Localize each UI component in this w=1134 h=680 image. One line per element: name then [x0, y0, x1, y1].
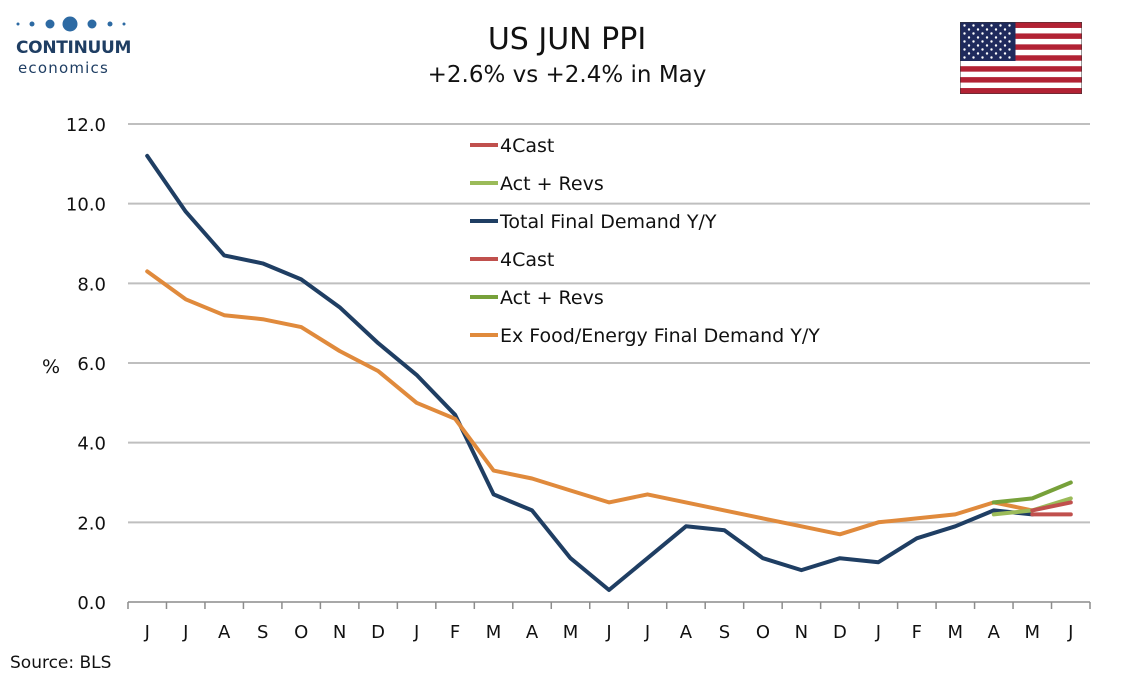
series-line: [991, 480, 1073, 505]
x-tick-label: J: [644, 622, 650, 643]
x-tick-label: M: [563, 622, 579, 643]
us-flag-icon: [960, 22, 1082, 94]
y-tick-label: 8.0: [77, 274, 106, 295]
x-tick-label: J: [413, 622, 419, 643]
legend-label: Total Final Demand Y/Y: [499, 211, 717, 233]
y-tick-label: 0.0: [77, 593, 106, 614]
x-tick-label: A: [680, 622, 693, 643]
grid: [128, 123, 1090, 524]
x-tick-label: A: [526, 622, 539, 643]
x-tick-label: M: [1025, 622, 1041, 643]
x-tick-label: S: [257, 622, 268, 643]
x-tick-label: O: [294, 622, 308, 643]
x-tick-label: M: [948, 622, 964, 643]
x-tick-label: N: [795, 622, 808, 643]
x-tick-label: J: [605, 622, 611, 643]
legend-label: 4Cast: [500, 249, 554, 271]
axes: [127, 601, 1091, 609]
legend-label: Act + Revs: [500, 287, 604, 309]
y-tick-label: 10.0: [66, 195, 106, 216]
y-tick-label: 4.0: [77, 434, 106, 455]
source-note: Source: BLS: [10, 653, 112, 673]
x-tick-label: D: [833, 622, 847, 643]
logo-name: CONTINUUM: [16, 38, 132, 58]
series-line: [145, 269, 1035, 537]
chart-subtitle: +2.6% vs +2.4% in May: [427, 62, 707, 88]
logo-subtitle: economics: [18, 59, 109, 77]
x-tick-label: M: [486, 622, 502, 643]
x-tick-label: A: [988, 622, 1001, 643]
y-tick-label: 12.0: [66, 115, 106, 136]
legend-label: 4Cast: [500, 135, 554, 157]
logo-dots-icon: [16, 16, 126, 32]
legend-label: Act + Revs: [500, 173, 604, 195]
x-tick-label: F: [912, 622, 922, 643]
legend-label: Ex Food/Energy Final Demand Y/Y: [500, 325, 820, 347]
x-tick-label: A: [218, 622, 231, 643]
x-tick-label: J: [182, 622, 188, 643]
x-tick-label: N: [333, 622, 346, 643]
x-tick-label: O: [756, 622, 770, 643]
series-line: [145, 153, 1035, 592]
series-line: [1030, 500, 1073, 513]
x-tick-label: J: [875, 622, 881, 643]
x-tick-label: J: [1067, 622, 1073, 643]
series-lines: [145, 153, 1073, 592]
x-tick-label: D: [371, 622, 385, 643]
x-tick-label: J: [144, 622, 150, 643]
y-ticks: 0.0 2.0 4.0 6.0 8.0 10.0 12.0: [66, 115, 106, 614]
y-axis-label: %: [42, 356, 60, 378]
x-tick-label: S: [719, 622, 730, 643]
y-tick-label: 2.0: [77, 513, 106, 534]
legend: 4Cast Act + Revs Total Final Demand Y/Y 4Ca…: [470, 135, 820, 347]
chart-title: US JUN PPI: [487, 22, 647, 57]
x-tick-label: F: [450, 622, 460, 643]
y-tick-label: 6.0: [77, 354, 106, 375]
